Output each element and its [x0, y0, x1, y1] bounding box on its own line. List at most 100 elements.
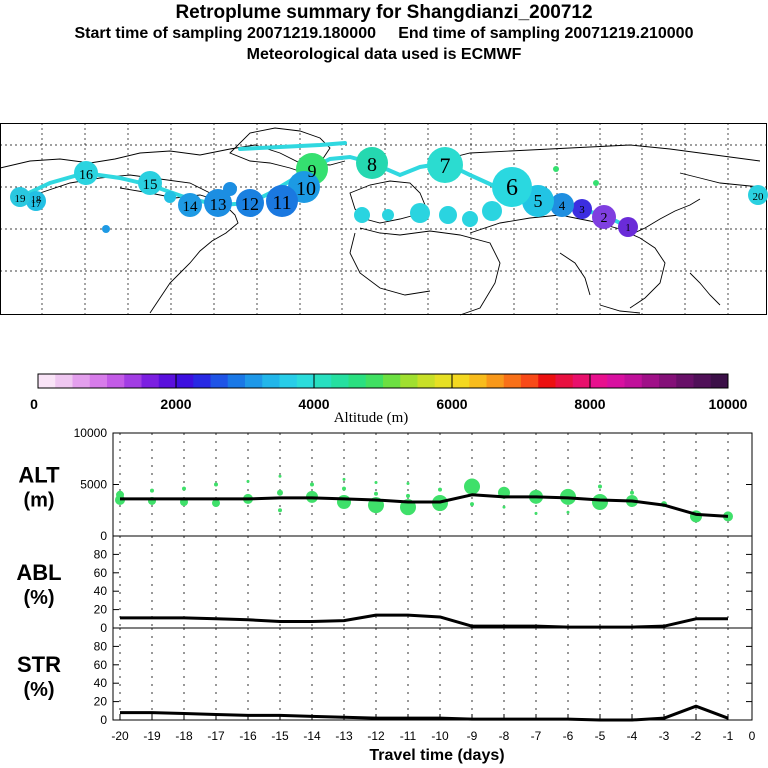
x-tick-label: -20	[111, 729, 129, 743]
altitude-cluster-point	[406, 493, 410, 498]
colorbar-cell	[124, 374, 142, 388]
y-axis-label: ABL	[16, 560, 61, 585]
colorbar-cell	[434, 374, 453, 388]
colorbar-tick-label: 6000	[436, 396, 467, 412]
x-tick-label: -16	[239, 729, 257, 743]
colorbar-cell	[452, 374, 470, 388]
altitude-cluster-point	[278, 508, 282, 513]
y-tick-label: 80	[94, 547, 108, 561]
altitude-cluster-point	[464, 478, 480, 495]
colorbar-cell	[469, 374, 487, 388]
colorbar-cell	[365, 374, 384, 388]
altitude-cluster-point	[246, 479, 250, 483]
colorbar-cell	[538, 374, 556, 388]
colorbar-tick-label: 10000	[709, 396, 748, 412]
colorbar-cell	[262, 374, 280, 388]
y-tick-label: 10000	[74, 426, 108, 440]
colorbar-cell	[693, 374, 712, 388]
colorbar-tick-label: 8000	[574, 396, 605, 412]
x-tick-label: -15	[271, 729, 289, 743]
plume-label-day-1: 1	[626, 223, 631, 234]
altitude-cluster-point	[534, 511, 538, 515]
plume-label-day-10: 10	[296, 178, 316, 200]
panel-alt: 10000 5000 0 ALT(m)	[18, 426, 753, 543]
plume-label-day-4: 4	[559, 198, 566, 213]
y-tick-label: 20	[94, 695, 108, 709]
y-tick-label: 0	[100, 621, 107, 635]
colorbar-cell	[607, 374, 625, 388]
altitude-cluster-point	[310, 482, 314, 487]
y-tick-label: 0	[100, 529, 107, 543]
panel-frame	[112, 432, 753, 537]
plume-label-day-3: 3	[579, 204, 585, 216]
plume-label-day-6: 6	[506, 175, 518, 201]
x-tick-label: -9	[467, 729, 478, 743]
series-line-str	[120, 704, 729, 722]
colorbar-cell	[141, 374, 160, 388]
colorbar-ticks: 0 2000 4000 6000 8000 10000	[30, 374, 748, 412]
altitude-cluster-point	[182, 486, 186, 491]
x-tick-label: -4	[627, 729, 638, 743]
colorbar-cell	[55, 374, 73, 388]
x-tick-label: -5	[595, 729, 606, 743]
plume-label-day-16: 16	[79, 168, 93, 183]
x-tick-label: -13	[335, 729, 353, 743]
colorbar-cell	[331, 374, 349, 388]
plume-bubbles	[10, 147, 768, 237]
plume-label-day-13: 13	[210, 195, 227, 214]
chart-title: Retroplume summary for Shangdianzi_20071…	[175, 2, 593, 23]
colorbar-cell	[641, 374, 660, 388]
altitude-cluster-point	[598, 484, 602, 489]
colorbar-cell	[710, 374, 729, 388]
x-tick-label: -3	[659, 729, 670, 743]
plume-label-day-12: 12	[241, 194, 259, 214]
series-line-abl	[120, 613, 728, 629]
y-tick-label: 40	[94, 584, 108, 598]
panel-abl: 80 60 40 20 0 ABL(%)	[16, 535, 753, 635]
colorbar-cell	[176, 374, 194, 388]
altitude-cluster-point	[438, 487, 442, 492]
colorbar-cell	[107, 374, 125, 388]
colorbar-tick-label: 0	[30, 396, 38, 412]
altitude-cluster-point	[502, 505, 506, 509]
plume-label-day-17: 17	[31, 198, 43, 210]
y-tick-label: 80	[94, 639, 108, 653]
x-tick-label: -11	[400, 729, 417, 743]
colorbar-cell	[89, 374, 108, 388]
plume-label-day-2: 2	[601, 211, 608, 226]
plume-label-day-18: 18	[31, 195, 41, 206]
altitude-cluster-point	[592, 494, 608, 511]
y-tick-label: 60	[94, 658, 108, 672]
altitude-cluster-point	[566, 510, 570, 514]
plume-label-day-20: 20	[753, 191, 765, 203]
plume-label-day-19: 19	[15, 193, 27, 205]
series-line-alt	[120, 493, 729, 518]
plume-label-day-5: 5	[534, 191, 543, 211]
y-axis-label: ALT	[18, 463, 60, 488]
x-tick-label: -17	[207, 729, 225, 743]
x-tick-label: -8	[499, 729, 510, 743]
x-tick-label: -12	[367, 729, 385, 743]
colorbar-cell	[210, 374, 229, 388]
altitude-cluster-point	[150, 488, 154, 493]
x-tick-label: -14	[303, 729, 321, 743]
colorbar-cell	[348, 374, 367, 388]
y-tick-label: 0	[100, 713, 107, 727]
altitude-cluster-point	[277, 489, 283, 496]
colorbar-cell	[555, 374, 574, 388]
altitude-cluster-point	[342, 486, 346, 491]
colorbar-cell	[659, 374, 677, 388]
colorbar-cell	[38, 374, 56, 388]
altitude-cluster-point	[214, 482, 218, 487]
altitude-cluster-point	[374, 491, 378, 496]
x-axis-label: Travel time (days)	[369, 747, 504, 764]
colorbar-cell	[676, 374, 694, 388]
time-series-panels: 1000050000ALT(m)806040200ABL(%)806040200…	[16, 426, 756, 764]
plume-label-day-9: 9	[308, 161, 317, 181]
colorbar-cell	[314, 374, 332, 388]
y-tick-label: 60	[94, 566, 108, 580]
plume-label-day-14: 14	[183, 199, 199, 215]
